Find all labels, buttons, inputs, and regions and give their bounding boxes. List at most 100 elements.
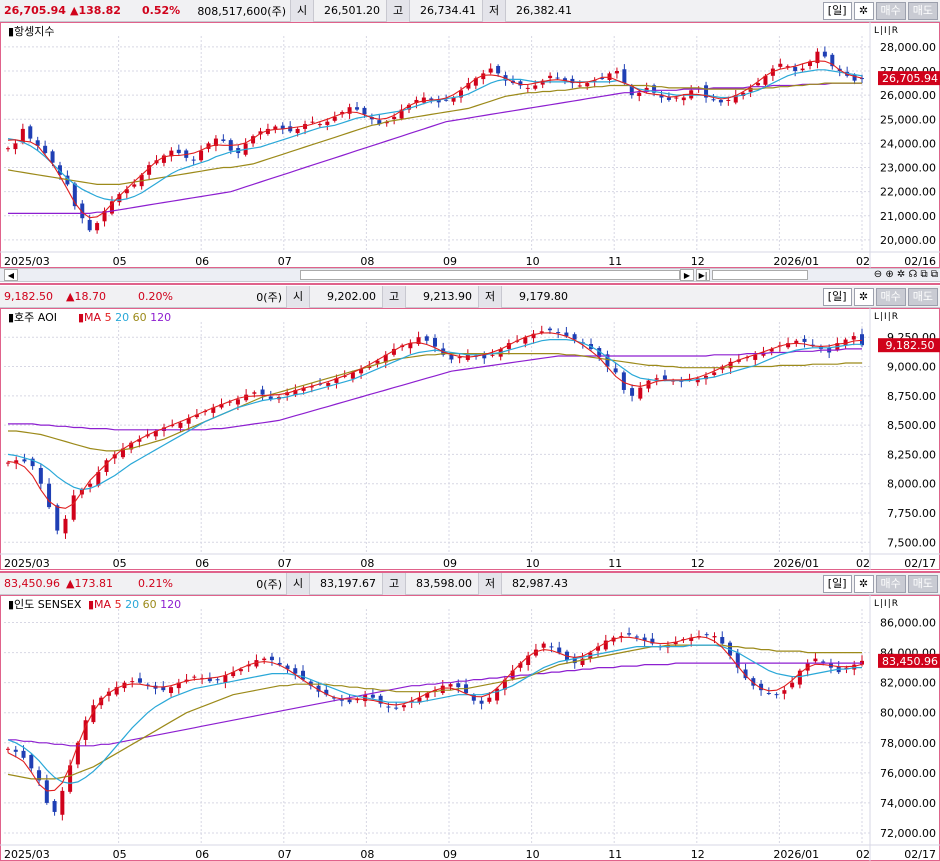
- candle-body: [362, 107, 367, 115]
- candle-body: [654, 378, 659, 380]
- gear-icon[interactable]: ✲: [853, 575, 874, 593]
- candle-body: [548, 75, 553, 79]
- y-tick-label: 76,000.00: [880, 767, 936, 780]
- x-tick-label: 10: [526, 255, 540, 268]
- x-tick-label: 10: [526, 848, 540, 861]
- y-tick-label: 21,000.00: [880, 210, 936, 223]
- x-tick-label: 08: [360, 557, 374, 570]
- candle-body: [821, 661, 826, 663]
- buy-button[interactable]: 매수: [875, 288, 906, 306]
- last-price-tag: [878, 338, 940, 353]
- x-tick-label: 08: [360, 255, 374, 268]
- y-tick-label: 82,000.00: [880, 677, 936, 690]
- candle-body: [191, 159, 196, 161]
- candle-body: [851, 336, 856, 340]
- buy-button[interactable]: 매수: [875, 575, 906, 593]
- candle-body: [124, 189, 129, 194]
- candle-body: [414, 99, 419, 104]
- period-button[interactable]: [일]: [822, 288, 852, 306]
- candle-body: [540, 80, 545, 85]
- candle-body: [310, 121, 315, 123]
- chart-title: ▮인도 SENSEX: [8, 598, 82, 611]
- candle-body: [106, 691, 111, 696]
- candle-body: [810, 344, 815, 346]
- candle-body: [557, 647, 562, 653]
- arrow-left-icon[interactable]: ◀: [4, 269, 18, 281]
- y-tick-label: 78,000.00: [880, 737, 936, 750]
- candle-body: [822, 51, 827, 57]
- candle-body: [735, 652, 740, 668]
- candle-body: [215, 679, 220, 681]
- candle-body: [424, 336, 429, 341]
- candle-body: [541, 643, 546, 648]
- candle-body: [137, 439, 142, 442]
- last-price-tag: [878, 653, 940, 668]
- zoom-slider[interactable]: [712, 270, 808, 280]
- chart-title: ▮호주 AOI: [8, 311, 57, 324]
- candle-body: [22, 459, 27, 462]
- buy-button[interactable]: 매수: [875, 2, 906, 20]
- candle-body: [830, 54, 835, 67]
- candle-body: [38, 467, 43, 484]
- price-change-pct: 0.52%: [142, 4, 181, 17]
- candle-body: [748, 87, 753, 92]
- candle-body: [506, 343, 511, 349]
- chart-sensex[interactable]: 72,000.00 74,000.00 76,000.00 78,000.00 80,0…: [0, 595, 940, 861]
- chart-aoi[interactable]: 7,500.00 7,750.00 8,000.00 8,250.00 8,500.00…: [0, 308, 940, 570]
- candle-body: [324, 689, 329, 695]
- chart-scrollbar[interactable]: ◀ ▶ ▶| ⊖ ⊕ ✲ ☊ ⧉ ⧉: [0, 268, 940, 282]
- last-date-label: 02/17: [904, 848, 936, 861]
- candle-body: [793, 67, 798, 71]
- scroll-thumb[interactable]: [300, 270, 680, 280]
- sell-button[interactable]: 매도: [907, 288, 938, 306]
- candle-body: [219, 404, 224, 408]
- gear-icon[interactable]: ✲: [853, 2, 874, 20]
- candle-body: [227, 401, 232, 403]
- candle-body: [570, 78, 575, 84]
- sell-button[interactable]: 매도: [907, 575, 938, 593]
- candle-body: [585, 83, 590, 87]
- candle-body: [605, 354, 610, 367]
- last-price-tag-label: 83,450.96: [882, 655, 938, 668]
- candle-body: [88, 483, 93, 487]
- ma-legend-item: 120: [150, 311, 171, 324]
- x-tick-label: 07: [278, 255, 292, 268]
- price-change: ▲18.70: [66, 290, 106, 303]
- candle-body: [674, 97, 679, 99]
- y-tick-label: 25,000.00: [880, 113, 936, 126]
- candle-body: [421, 97, 426, 103]
- candle-body: [394, 707, 399, 709]
- x-tick-label: 06: [195, 255, 209, 268]
- candle-body: [207, 678, 212, 682]
- candle-body: [681, 97, 686, 101]
- candle-body: [91, 705, 96, 723]
- candle-body: [852, 74, 857, 81]
- candle-body: [145, 684, 150, 686]
- ma-legend-item: ▮MA: [78, 311, 105, 324]
- candle-body: [607, 73, 612, 80]
- chart-frame: [0, 22, 940, 268]
- gear-icon[interactable]: ✲: [853, 288, 874, 306]
- arrow-right-icon[interactable]: ▶: [680, 269, 694, 281]
- sell-button[interactable]: 매도: [907, 2, 938, 20]
- y-tick-label: 72,000.00: [880, 827, 936, 840]
- candle-body: [800, 68, 805, 71]
- candle-body: [169, 150, 174, 157]
- chart-tools[interactable]: ⊖ ⊕ ✲ ☊ ⧉ ⧉: [873, 269, 938, 280]
- x-tick-label: 08: [360, 848, 374, 861]
- last-price: 83,450.96: [4, 577, 60, 590]
- x-tick-label: 12: [691, 255, 705, 268]
- x-tick-label: 05: [113, 557, 127, 570]
- x-tick-label: 05: [113, 848, 127, 861]
- candle-body: [392, 116, 397, 120]
- candle-body: [627, 633, 632, 635]
- period-button[interactable]: [일]: [822, 2, 852, 20]
- period-button[interactable]: [일]: [822, 575, 852, 593]
- panel-divider: [0, 571, 940, 573]
- candle-body: [28, 126, 33, 139]
- arrow-right-end-icon[interactable]: ▶|: [696, 269, 710, 281]
- candle-body: [751, 678, 756, 686]
- chart-hsi[interactable]: 20,000.00 21,000.00 22,000.00 23,000.00 24,0…: [0, 22, 940, 268]
- price-header: 26,705.94 ▲138.82 0.52% 808,517,600(주) 시…: [0, 0, 940, 22]
- candle-body: [6, 148, 10, 150]
